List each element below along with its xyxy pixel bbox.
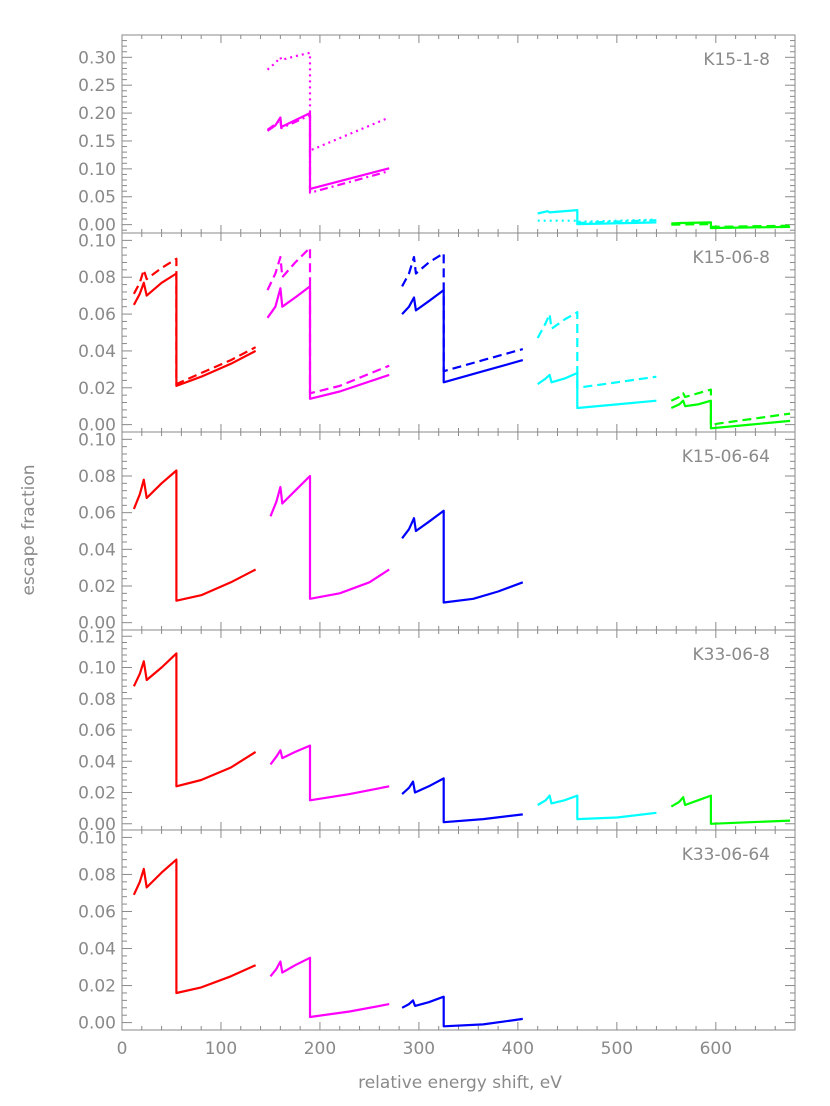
series-line [401, 289, 524, 384]
panel-title: K15-06-64 [682, 447, 770, 467]
y-tick-label: 0.04 [78, 342, 116, 362]
y-tick-label: 0.05 [78, 188, 116, 208]
series-line [671, 223, 791, 228]
y-tick-label: 0.20 [78, 104, 116, 124]
y-tick-label: 0.06 [78, 305, 116, 325]
y-tick-label: 0.02 [78, 977, 116, 997]
series-line [401, 777, 523, 824]
series-line [266, 285, 390, 400]
series-line [537, 794, 657, 821]
y-tick-label: 0.25 [78, 76, 116, 96]
series-line [401, 995, 523, 1028]
series-line [670, 794, 791, 825]
panels: 0.000.050.100.150.200.250.30 K15-1-80.000… [78, 34, 796, 1059]
series-line [537, 218, 657, 223]
y-tick-label: 0.10 [78, 231, 116, 251]
series-line [670, 388, 791, 426]
series-line [132, 257, 257, 386]
series-line [266, 112, 390, 190]
series-line [671, 221, 791, 230]
y-tick-label: 0.06 [78, 902, 116, 922]
series-line [266, 246, 390, 395]
series-line [132, 469, 257, 602]
series-line [401, 509, 524, 604]
series-line [577, 219, 657, 225]
series-line [132, 272, 257, 387]
series-line [537, 371, 657, 410]
y-tick-label: 0.00 [78, 614, 116, 634]
y-tick-label: 0.15 [78, 132, 116, 152]
y-tick-label: 0.08 [78, 467, 116, 487]
series-line [269, 956, 390, 1019]
y-tick-label: 0.30 [78, 48, 116, 68]
y-tick-label: 0.02 [78, 784, 116, 804]
y-tick-label: 0.08 [78, 865, 116, 885]
x-tick-label: 0 [117, 1039, 128, 1059]
y-tick-label: 0.04 [78, 940, 116, 960]
y-tick-label: 0.04 [78, 540, 116, 560]
series-line [266, 51, 390, 152]
panel-4: 0.00 0.02 0.04 0.06 0.08 0.10 0.12 K33-06-8 [78, 627, 796, 835]
x-tick-label: 300 [403, 1039, 435, 1059]
y-tick-label: 0.02 [78, 577, 116, 597]
x-tick-label: 100 [205, 1039, 237, 1059]
y-tick-label: 0.10 [78, 828, 116, 848]
series-line [269, 744, 390, 802]
y-tick-label: 0.04 [78, 752, 116, 772]
y-tick-label: 0.00 [78, 1014, 116, 1034]
series-line [269, 474, 390, 600]
y-tick-label: 0.00 [78, 815, 116, 835]
plot-frame [121, 34, 796, 234]
x-tick-label: 400 [502, 1039, 534, 1059]
series-line [536, 311, 657, 389]
y-tick-label: 0.00 [78, 216, 116, 236]
y-tick-label: 0.08 [78, 268, 116, 288]
x-tick-label: 500 [601, 1039, 633, 1059]
y-tick-label: 0.00 [78, 416, 116, 436]
series-line [132, 652, 257, 788]
x-tick-label: 600 [700, 1039, 732, 1059]
y-axis-label: escape fraction [19, 464, 39, 595]
panel-5: 0.00 0.02 0.04 0.06 0.08 0.10 0 100 200 300 400 500… [78, 828, 796, 1059]
panel-3: 0.00 0.02 0.04 0.06 0.08 0.10 K15-06-64 [78, 430, 796, 634]
y-tick-label: 0.12 [78, 627, 116, 647]
y-tick-label: 0.10 [78, 430, 116, 450]
y-tick-label: 0.02 [78, 379, 116, 399]
panel-title: K33-06-64 [682, 845, 770, 865]
x-tick-label: 200 [304, 1039, 336, 1059]
series-line [266, 114, 390, 194]
panel-title: K15-1-8 [703, 50, 770, 70]
y-tick-label: 0.10 [78, 659, 116, 679]
panel-2: 0.00 0.02 0.04 0.06 0.08 0.10 K15-06-8 [78, 231, 796, 436]
y-tick-label: 0.10 [78, 160, 116, 180]
panel-title: K33-06-8 [693, 645, 771, 665]
x-axis-label: relative energy shift, eV [358, 1073, 562, 1093]
series-line [401, 252, 524, 373]
series-line [670, 399, 791, 430]
panel-1: 0.00 0.05 0.10 0.15 0.20 0.25 0.30 K15-1-8 [78, 34, 796, 236]
y-tick-label: 0.06 [78, 504, 116, 524]
y-tick-label: 0.06 [78, 721, 116, 741]
y-tick-label: 0.08 [78, 690, 116, 710]
panel-title: K15-06-8 [693, 248, 771, 268]
series-line [132, 858, 257, 995]
series-line [537, 209, 657, 226]
